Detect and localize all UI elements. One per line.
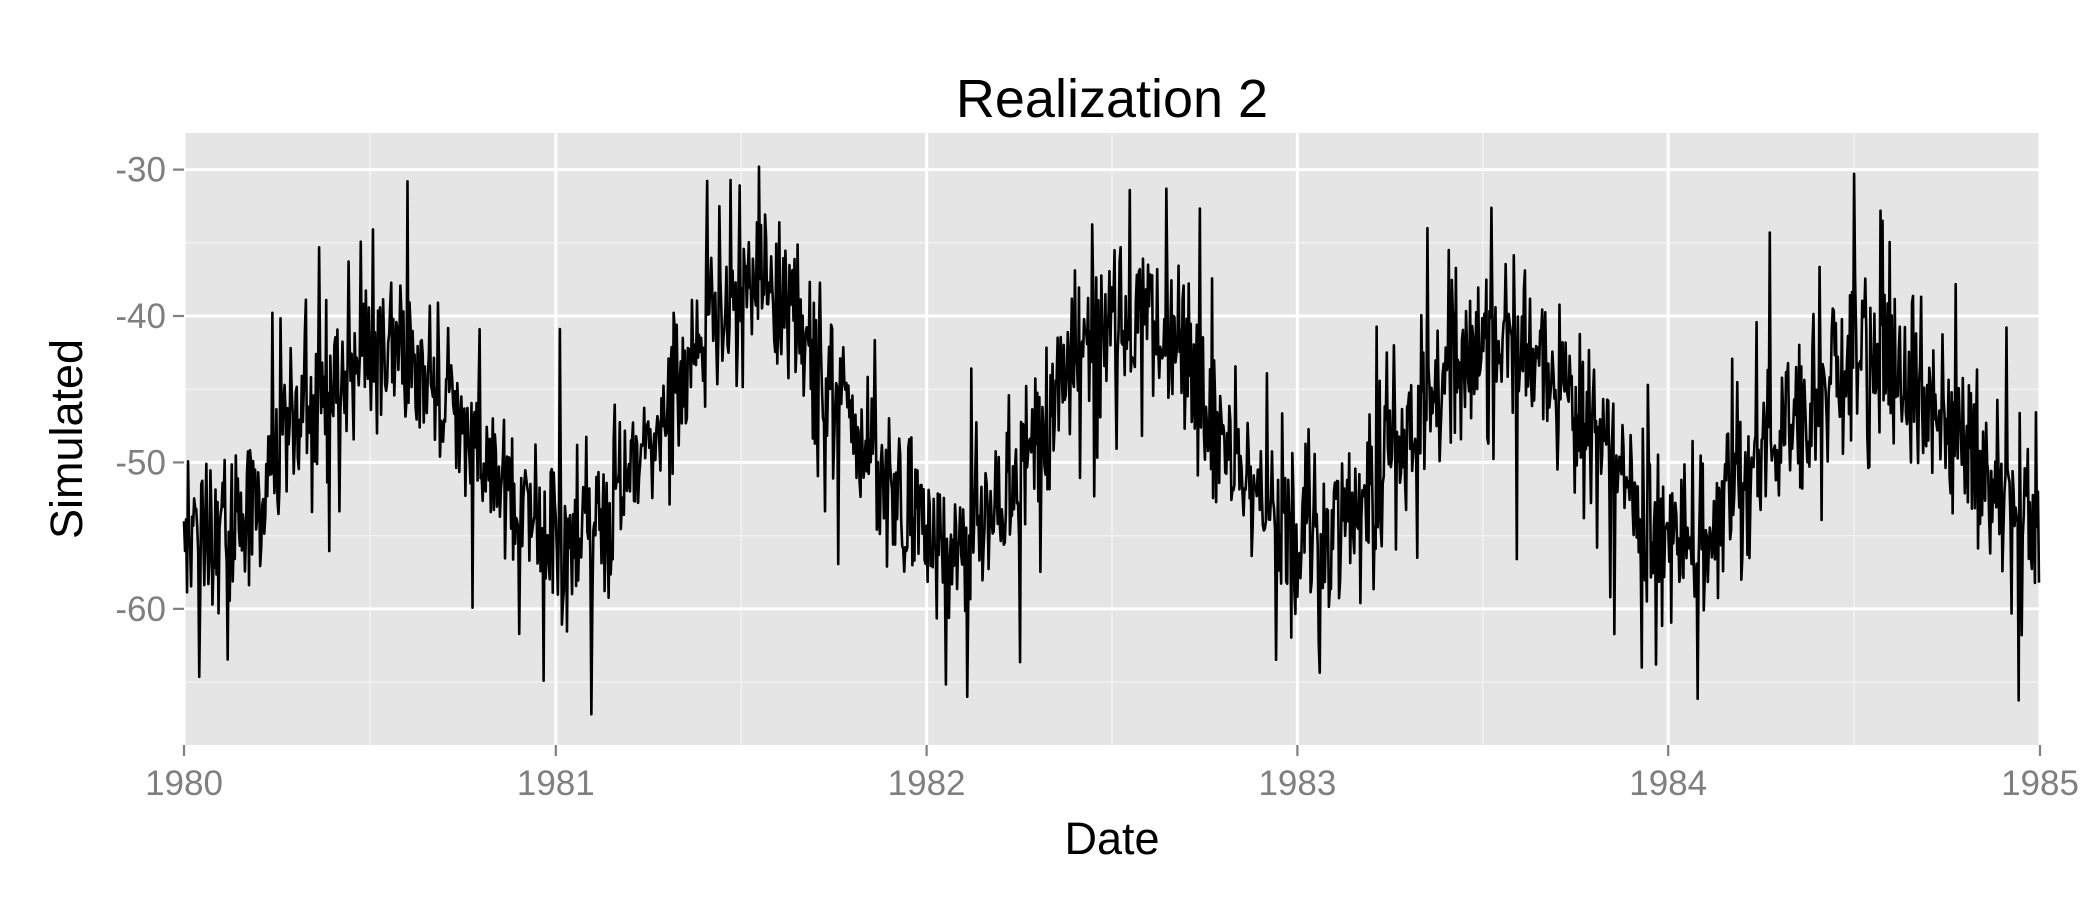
x-axis-title: Date bbox=[1064, 813, 1159, 864]
y-tick-label: -50 bbox=[115, 443, 166, 482]
x-tick-label: 1982 bbox=[888, 764, 966, 803]
series-layer bbox=[182, 165, 2041, 716]
y-tick-label: -60 bbox=[115, 590, 166, 629]
tick-labels: 1980 1981 1982 1983 1984 1985 -30 -40 -50 -60 bbox=[115, 151, 2079, 803]
x-tick-label: 1980 bbox=[145, 764, 223, 803]
chart-title: Realization 2 bbox=[956, 69, 1268, 129]
series-line bbox=[182, 165, 2041, 716]
x-tick-label: 1985 bbox=[2001, 764, 2079, 803]
axis-ticks bbox=[173, 168, 2042, 756]
y-tick-label: -30 bbox=[115, 151, 166, 190]
grid-lines bbox=[182, 133, 2042, 745]
x-tick-label: 1984 bbox=[1629, 764, 1707, 803]
x-tick-label: 1983 bbox=[1258, 764, 1336, 803]
y-tick-label: -40 bbox=[115, 297, 166, 336]
y-axis-title: Simulated bbox=[41, 339, 92, 539]
x-tick-label: 1981 bbox=[517, 764, 595, 803]
